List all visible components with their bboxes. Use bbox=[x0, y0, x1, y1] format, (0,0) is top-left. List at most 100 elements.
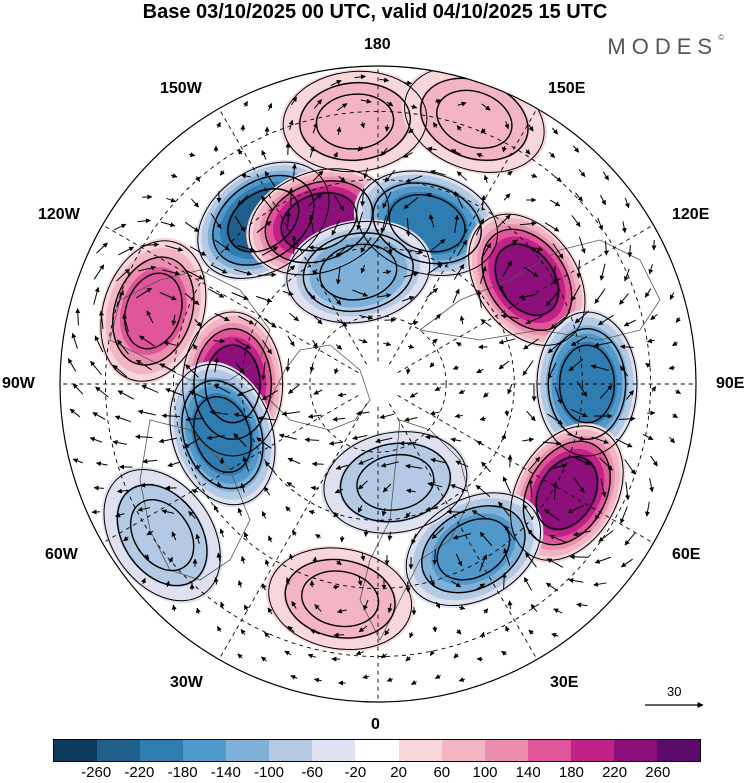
wind-arrow bbox=[194, 464, 202, 470]
wind-arrow bbox=[264, 461, 276, 473]
wind-arrow bbox=[168, 556, 173, 563]
wind-arrow bbox=[409, 392, 419, 398]
wind-arrow bbox=[137, 218, 151, 224]
wind-arrow bbox=[456, 239, 468, 256]
wind-arrow bbox=[404, 80, 413, 86]
wind-arrow bbox=[483, 392, 489, 398]
wind-arrow bbox=[243, 100, 248, 107]
wind-arrow bbox=[356, 410, 370, 416]
contour-ring bbox=[302, 232, 414, 313]
wind-arrow bbox=[333, 512, 339, 518]
wind-arrow bbox=[282, 290, 294, 296]
contour-ring bbox=[299, 81, 411, 162]
lon-label-150w: 150W bbox=[160, 80, 202, 97]
wind-arrow bbox=[335, 244, 349, 258]
wind-arrow bbox=[163, 340, 179, 347]
wind-arrow bbox=[504, 525, 516, 541]
wind-arrow bbox=[675, 389, 681, 394]
wind-arrow bbox=[314, 534, 321, 539]
wind-arrow bbox=[380, 147, 388, 157]
wind-arrow bbox=[404, 416, 418, 422]
wind-arrow bbox=[456, 171, 468, 181]
wind-arrow bbox=[573, 477, 585, 493]
wind-arrow bbox=[479, 554, 488, 572]
wind-arrow bbox=[479, 531, 493, 547]
wind-arrow bbox=[231, 292, 249, 300]
wind-arrow bbox=[72, 383, 84, 395]
wind-arrow bbox=[387, 531, 393, 541]
wind-arrow bbox=[480, 631, 486, 639]
wind-arrow bbox=[619, 365, 629, 377]
wind-arrow bbox=[287, 457, 301, 465]
wind-arrow bbox=[501, 433, 506, 441]
wind-arrow bbox=[237, 653, 243, 659]
wind-arrow bbox=[548, 151, 556, 159]
wind-arrow bbox=[93, 264, 105, 280]
contour-high-hudson-west bbox=[182, 311, 284, 457]
wind-arrow bbox=[268, 535, 273, 543]
wind-arrow bbox=[71, 332, 78, 349]
wind-arrow bbox=[603, 240, 609, 256]
wind-arrow bbox=[551, 632, 559, 638]
wind-arrow bbox=[454, 191, 464, 209]
wind-arrow bbox=[574, 310, 590, 324]
wind-arrow bbox=[118, 246, 135, 256]
wind-arrow bbox=[572, 145, 580, 153]
wind-arrow bbox=[240, 628, 246, 635]
wind-arrow bbox=[501, 145, 507, 153]
colorbar-tick-label: 140 bbox=[515, 764, 541, 781]
wind-arrow bbox=[475, 218, 485, 236]
wind-arrow bbox=[627, 244, 633, 258]
wind-arrow bbox=[217, 481, 222, 489]
wind-arrow bbox=[383, 269, 392, 275]
wind-arrow bbox=[237, 244, 256, 252]
wind-arrow bbox=[476, 440, 484, 446]
wind-arrow bbox=[335, 464, 348, 470]
contour-ring bbox=[248, 168, 390, 276]
contour-high-north-atlantic bbox=[268, 547, 413, 651]
wind-arrow bbox=[527, 456, 541, 472]
wind-arrow bbox=[285, 358, 291, 372]
wind-arrow bbox=[308, 214, 314, 233]
colorbar-tick-label: -260 bbox=[81, 764, 112, 781]
wind-arrow bbox=[430, 457, 446, 464]
wind-arrow bbox=[69, 408, 81, 418]
lon-label-60e: 60E bbox=[672, 546, 701, 563]
wind-arrow bbox=[507, 600, 513, 610]
colorbar-tick-label: 100 bbox=[472, 764, 498, 781]
wind-arrow bbox=[117, 339, 129, 355]
wind-arrow bbox=[122, 313, 129, 332]
wind-arrow bbox=[237, 149, 243, 155]
wind-arrow bbox=[475, 583, 486, 591]
wind-arrow bbox=[115, 512, 125, 518]
wind-arrow bbox=[189, 390, 207, 400]
wind-arrow bbox=[646, 338, 655, 344]
wind-arrow bbox=[184, 292, 200, 306]
wind-arrow bbox=[446, 509, 466, 515]
wind-arrow bbox=[384, 317, 397, 323]
wind-arrow bbox=[452, 288, 460, 304]
wind-arrow bbox=[183, 438, 201, 448]
wind-arrow bbox=[285, 506, 291, 512]
wind-arrow bbox=[141, 577, 146, 584]
wind-arrow bbox=[410, 104, 418, 109]
wind-arrow bbox=[240, 555, 246, 564]
contour-lines bbox=[100, 66, 638, 651]
wind-arrow bbox=[209, 409, 228, 415]
wind-arrow bbox=[570, 408, 588, 418]
wind-arrow bbox=[435, 313, 441, 321]
contour-low-greenland-sea bbox=[286, 220, 431, 324]
wind-arrow bbox=[278, 433, 297, 440]
contour-high-alaska-gulf bbox=[248, 168, 390, 276]
wind-arrow bbox=[498, 360, 510, 370]
wind-arrow bbox=[430, 169, 446, 176]
wind-arrow bbox=[550, 317, 566, 329]
wind-arrow bbox=[498, 501, 510, 517]
wind-arrow bbox=[185, 364, 199, 378]
wind-arrow bbox=[523, 576, 533, 591]
wind-arrow bbox=[475, 484, 491, 498]
wind-arrow bbox=[432, 338, 438, 344]
wind-arrow bbox=[431, 527, 445, 539]
wind-arrow bbox=[458, 605, 466, 611]
colorbar-swatch bbox=[269, 740, 313, 761]
